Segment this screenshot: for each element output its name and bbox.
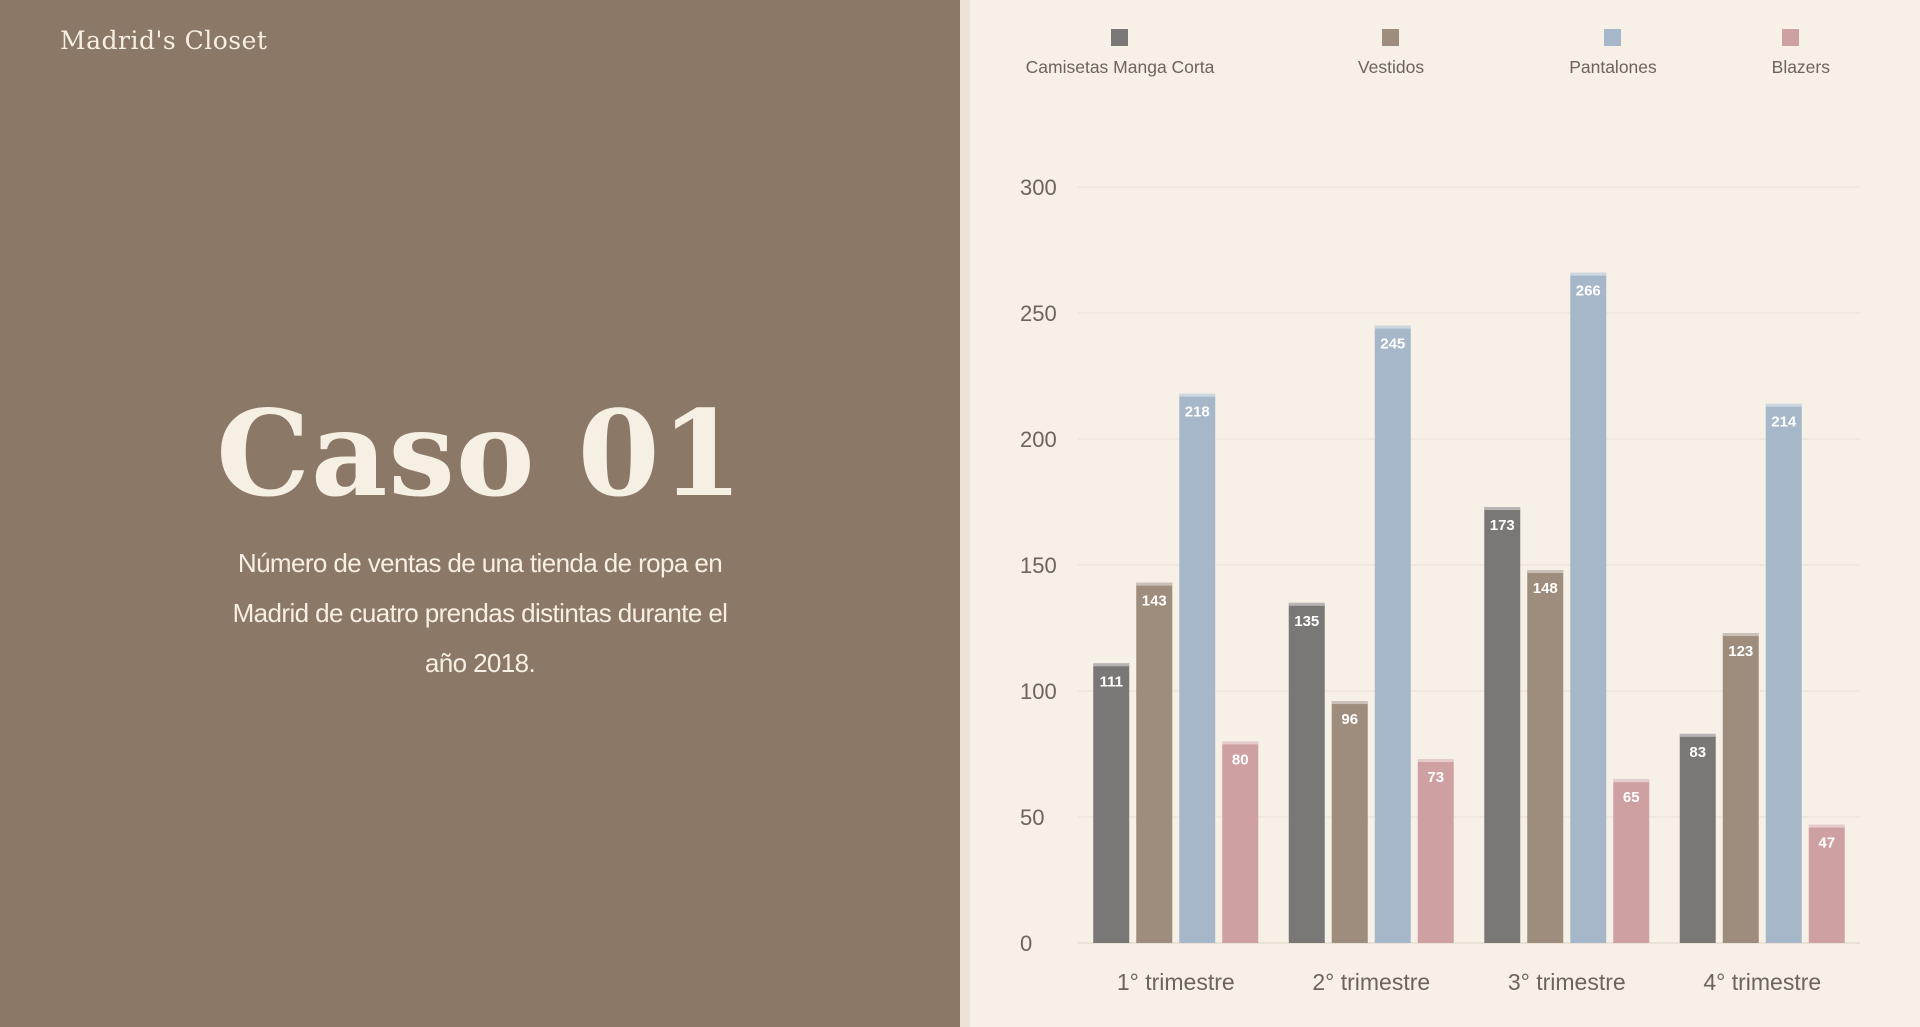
bar-cap	[1484, 507, 1521, 511]
bar-value-label: 47	[1818, 835, 1835, 852]
bar	[1222, 741, 1259, 943]
bar	[1679, 733, 1716, 943]
bar	[1136, 582, 1173, 943]
bar-cap	[1417, 759, 1454, 763]
bar	[1722, 633, 1759, 943]
bar-value-label: 148	[1533, 580, 1558, 597]
bar-cap	[1808, 824, 1845, 828]
legend-swatch	[1111, 29, 1128, 46]
case-title: Caso 01	[216, 384, 744, 523]
bar-cap	[1613, 779, 1650, 783]
bar-value-label: 73	[1427, 769, 1444, 786]
legend-label: Pantalones	[1569, 57, 1657, 77]
bar	[1374, 325, 1411, 944]
brand-logo: Madrid's Closet	[60, 26, 268, 55]
bar-value-label: 245	[1380, 336, 1405, 353]
left-panel: Madrid's Closet Caso 01 Número de ventas…	[0, 0, 960, 1027]
legend-label: Blazers	[1772, 57, 1831, 77]
legend-swatch	[1782, 29, 1799, 46]
bar	[1417, 759, 1454, 943]
bar-value-label: 135	[1294, 613, 1319, 630]
bar-cap	[1570, 272, 1607, 276]
bar	[1288, 602, 1325, 943]
bar-value-label: 83	[1689, 744, 1706, 761]
y-tick-label: 50	[1020, 805, 1044, 830]
bar-value-label: 214	[1771, 414, 1797, 431]
bar	[1808, 824, 1845, 943]
x-category-label: 3° trimestre	[1508, 969, 1626, 995]
y-tick-label: 200	[1020, 427, 1057, 452]
bar	[1765, 403, 1802, 944]
bar-cap	[1527, 570, 1564, 574]
panel-divider	[960, 0, 970, 1027]
bar-cap	[1765, 403, 1802, 407]
bar-value-label: 143	[1142, 593, 1167, 610]
bar-value-label: 123	[1728, 643, 1753, 660]
bar-cap	[1136, 582, 1173, 586]
legend-swatch	[1382, 29, 1399, 46]
bar	[1093, 663, 1130, 943]
x-category-label: 1° trimestre	[1117, 969, 1235, 995]
bar-value-label: 80	[1232, 751, 1249, 768]
bar	[1570, 272, 1607, 943]
bar-cap	[1179, 393, 1216, 397]
bar-cap	[1722, 633, 1759, 637]
bar-cap	[1374, 325, 1411, 329]
bar-cap	[1679, 733, 1716, 737]
chart-panel: 0 50 100 150 200 250 300 Camisetas Manga Corta V…	[970, 0, 1920, 1027]
bar-value-label: 96	[1341, 711, 1358, 728]
legend-label: Vestidos	[1358, 57, 1424, 77]
bar-value-label: 111	[1100, 673, 1123, 690]
x-category-label: 2° trimestre	[1312, 969, 1430, 995]
bar-cap	[1222, 741, 1259, 745]
y-tick-label: 0	[1020, 931, 1032, 956]
bar	[1527, 570, 1564, 943]
y-tick-label: 100	[1020, 679, 1057, 704]
bar-value-label: 65	[1623, 789, 1640, 806]
legend-label: Camisetas Manga Corta	[1026, 57, 1215, 77]
y-tick-label: 250	[1020, 301, 1057, 326]
legend-swatch	[1604, 29, 1621, 46]
bar-cap	[1093, 663, 1130, 667]
bar-cap	[1331, 701, 1368, 705]
bar	[1179, 393, 1216, 943]
bar-value-label: 218	[1185, 404, 1210, 421]
bar-cap	[1288, 602, 1325, 606]
bar-value-label: 173	[1490, 517, 1515, 534]
case-description: Número de ventas de una tienda de ropa e…	[232, 548, 728, 678]
y-tick-label: 300	[1020, 175, 1057, 200]
bar	[1331, 701, 1368, 943]
x-category-label: 4° trimestre	[1703, 969, 1821, 995]
bar	[1484, 507, 1521, 943]
bar-value-label: 266	[1576, 283, 1601, 300]
y-tick-label: 150	[1020, 553, 1057, 578]
bar	[1613, 779, 1650, 943]
bar-chart: 0 50 100 150 200 250 300 Camisetas Manga Corta V…	[1020, 29, 1860, 995]
